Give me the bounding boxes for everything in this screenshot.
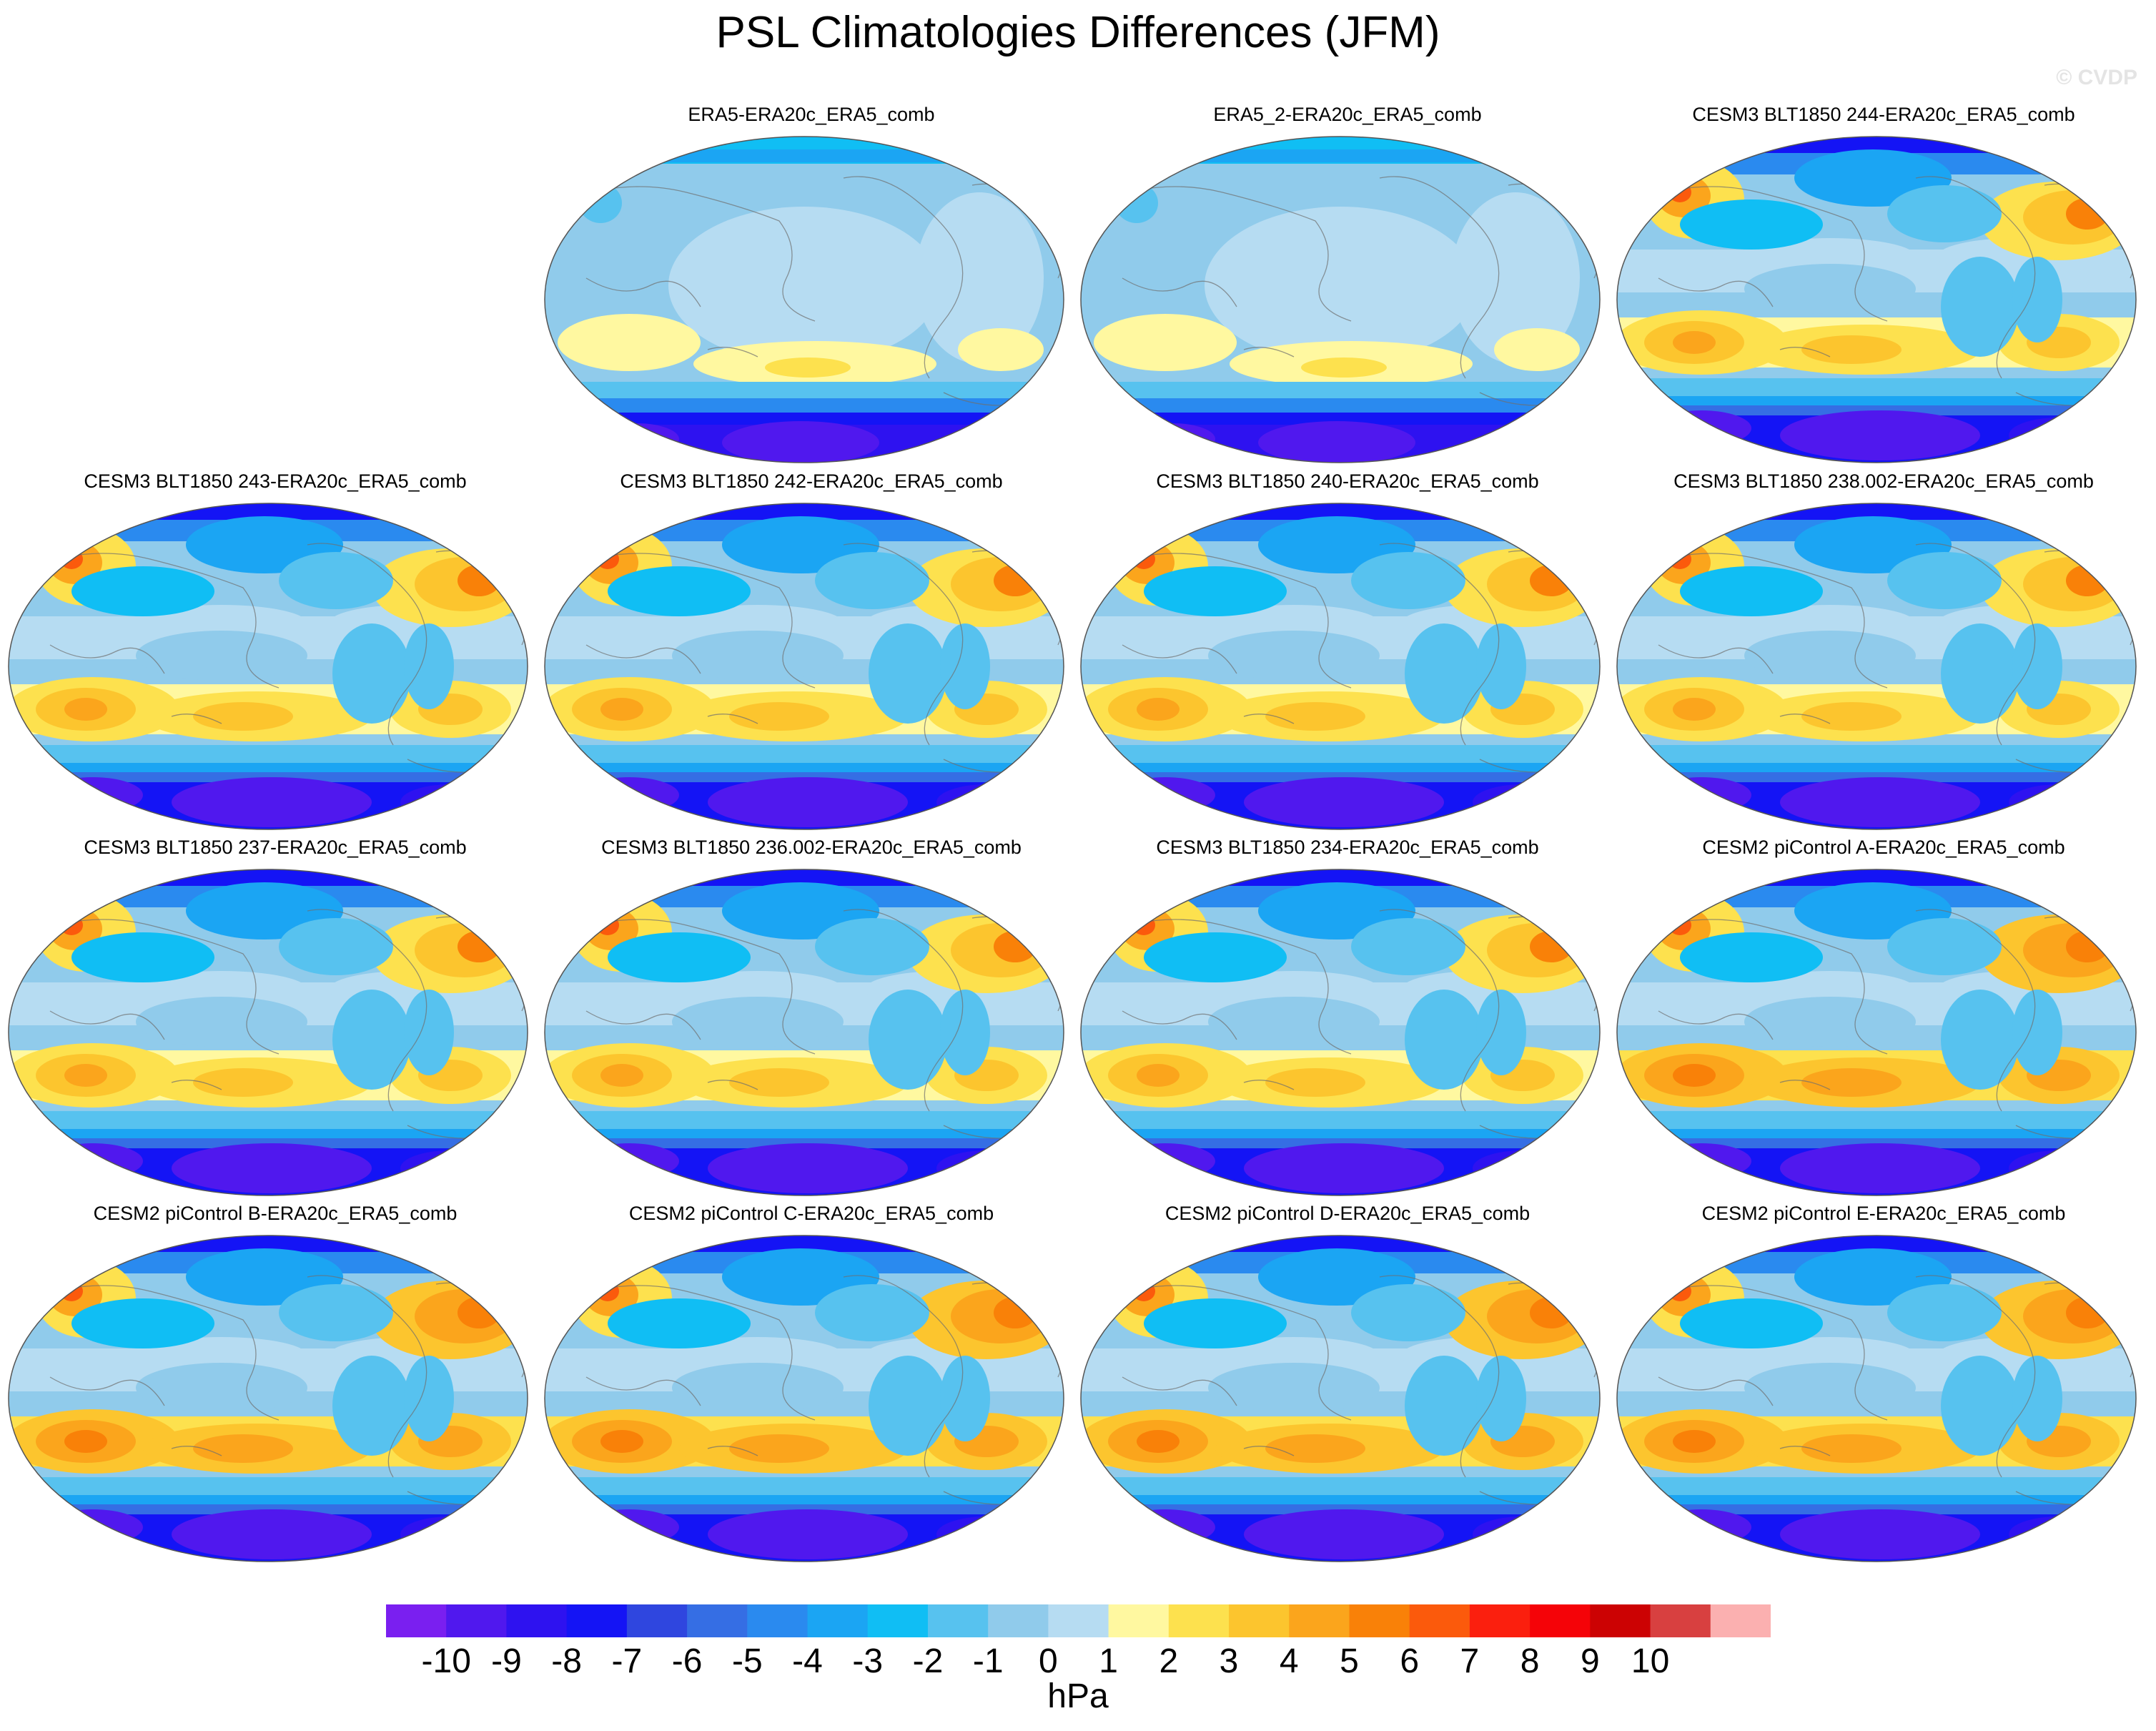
- map-panel: CESM2 piControl C-ERA20c_ERA5_comb: [543, 1203, 1079, 1562]
- colorbar-tick: 0: [1039, 1642, 1058, 1680]
- panel-title: CESM3 BLT1850 243-ERA20c_ERA5_comb: [84, 470, 467, 492]
- colorbar-swatch: [747, 1604, 808, 1637]
- colorbar-swatch: [1108, 1604, 1170, 1637]
- colorbar-tick: 8: [1520, 1642, 1540, 1680]
- panel-title: ERA5-ERA20c_ERA5_comb: [688, 104, 935, 125]
- colorbar-swatch: [1349, 1604, 1410, 1637]
- colorbar-swatch: [1168, 1604, 1230, 1637]
- colorbar-tick: 3: [1219, 1642, 1239, 1680]
- colorbar-tick: -3: [852, 1642, 884, 1680]
- psl-difference-map: [1616, 503, 2137, 830]
- colorbar-swatch: [446, 1604, 507, 1637]
- panel-title: CESM2 piControl B-ERA20c_ERA5_comb: [93, 1203, 458, 1224]
- map-panel: ERA5-ERA20c_ERA5_comb: [543, 104, 1079, 463]
- psl-difference-map: [544, 869, 1064, 1196]
- map-panel: CESM3 BLT1850 237-ERA20c_ERA5_comb: [7, 837, 543, 1196]
- map-panel: CESM3 BLT1850 240-ERA20c_ERA5_comb: [1079, 470, 1616, 830]
- panel-title: CESM3 BLT1850 238.002-ERA20c_ERA5_comb: [1673, 470, 2094, 492]
- colorbar-tick: 2: [1159, 1642, 1179, 1680]
- psl-difference-map: [544, 136, 1064, 463]
- map-panel: CESM3 BLT1850 244-ERA20c_ERA5_comb: [1616, 104, 2152, 463]
- psl-difference-map: [544, 1235, 1064, 1562]
- colorbar-swatch: [566, 1604, 628, 1637]
- colorbar-tick: 6: [1400, 1642, 1420, 1680]
- figure-title: PSL Climatologies Differences (JFM): [716, 8, 1440, 57]
- colorbar-tick: -10: [421, 1642, 471, 1680]
- colorbar-tick: 1: [1099, 1642, 1118, 1680]
- map-panel: CESM2 piControl A-ERA20c_ERA5_comb: [1616, 837, 2152, 1196]
- panel-title: CESM2 piControl C-ERA20c_ERA5_comb: [628, 1203, 994, 1224]
- map-panel: CESM3 BLT1850 238.002-ERA20c_ERA5_comb: [1616, 470, 2152, 830]
- panel-title: CESM3 BLT1850 240-ERA20c_ERA5_comb: [1156, 470, 1539, 492]
- map-panel: CESM3 BLT1850 242-ERA20c_ERA5_comb: [543, 470, 1079, 830]
- colorbar-swatch: [1650, 1604, 1711, 1637]
- colorbar-swatch: [1409, 1604, 1470, 1637]
- colorbar-swatch: [687, 1604, 748, 1637]
- psl-difference-map: [1080, 136, 1601, 463]
- colorbar-tick: 7: [1460, 1642, 1480, 1680]
- colorbar-tick: 5: [1340, 1642, 1359, 1680]
- colorbar-tick: 9: [1580, 1642, 1600, 1680]
- panel-title: CESM2 piControl E-ERA20c_ERA5_comb: [1701, 1203, 2066, 1224]
- psl-difference-map: [1080, 869, 1601, 1196]
- colorbar-tick-labels: -10 -9 -8 -7 -6 -5 -4 -3 -2 -1 0 1 2 3 4 5 6 7 8 9 10: [386, 1642, 1771, 1680]
- colorbar: [386, 1604, 1771, 1637]
- map-panel: CESM3 BLT1850 236.002-ERA20c_ERA5_comb: [543, 837, 1079, 1196]
- colorbar-swatch: [386, 1604, 447, 1637]
- psl-difference-map: [544, 503, 1064, 830]
- psl-difference-map: [1080, 503, 1601, 830]
- colorbar-swatch: [1229, 1604, 1290, 1637]
- colorbar-swatch: [626, 1604, 688, 1637]
- colorbar-swatch: [1710, 1604, 1771, 1637]
- colorbar-swatch: [988, 1604, 1049, 1637]
- colorbar-swatch: [867, 1604, 929, 1637]
- psl-difference-map: [8, 869, 528, 1196]
- colorbar-tick: -2: [912, 1642, 944, 1680]
- map-panel: CESM3 BLT1850 234-ERA20c_ERA5_comb: [1079, 837, 1616, 1196]
- colorbar-swatch: [1469, 1604, 1531, 1637]
- map-panel: CESM2 piControl E-ERA20c_ERA5_comb: [1616, 1203, 2152, 1562]
- watermark: © CVDP: [2056, 66, 2137, 89]
- colorbar-swatch: [1048, 1604, 1109, 1637]
- psl-difference-map: [1616, 869, 2137, 1196]
- colorbar-tick: -1: [972, 1642, 1004, 1680]
- map-panel: CESM3 BLT1850 243-ERA20c_ERA5_comb: [7, 470, 543, 830]
- colorbar-swatch: [927, 1604, 989, 1637]
- colorbar-swatch: [1590, 1604, 1651, 1637]
- panel-title: CESM3 BLT1850 242-ERA20c_ERA5_comb: [620, 470, 1003, 492]
- panel-title: CESM2 piControl D-ERA20c_ERA5_comb: [1164, 1203, 1531, 1224]
- colorbar-tick: 4: [1279, 1642, 1299, 1680]
- colorbar-tick: -8: [551, 1642, 582, 1680]
- colorbar-tick: -5: [731, 1642, 763, 1680]
- map-panel: CESM2 piControl B-ERA20c_ERA5_comb: [7, 1203, 543, 1562]
- panel-title: ERA5_2-ERA20c_ERA5_comb: [1213, 104, 1482, 125]
- colorbar-tick: -6: [671, 1642, 703, 1680]
- psl-difference-map: [1616, 1235, 2137, 1562]
- colorbar-tick: -9: [491, 1642, 522, 1680]
- map-panel: ERA5_2-ERA20c_ERA5_comb: [1079, 104, 1616, 463]
- colorbar-tick: 10: [1631, 1642, 1670, 1680]
- panel-title: CESM2 piControl A-ERA20c_ERA5_comb: [1702, 837, 2065, 858]
- psl-difference-map: [8, 503, 528, 830]
- psl-difference-map: [1616, 136, 2137, 463]
- panel-title: CESM3 BLT1850 234-ERA20c_ERA5_comb: [1156, 837, 1539, 858]
- map-panel: CESM2 piControl D-ERA20c_ERA5_comb: [1079, 1203, 1616, 1562]
- colorbar-swatch: [1289, 1604, 1350, 1637]
- colorbar-swatch: [807, 1604, 869, 1637]
- colorbar-tick: -4: [792, 1642, 823, 1680]
- panel-title: CESM3 BLT1850 237-ERA20c_ERA5_comb: [84, 837, 467, 858]
- panel-title: CESM3 BLT1850 236.002-ERA20c_ERA5_comb: [601, 837, 1022, 858]
- colorbar-units: hPa: [1047, 1677, 1109, 1715]
- colorbar-swatch: [506, 1604, 568, 1637]
- psl-difference-map: [8, 1235, 528, 1562]
- panel-title: CESM3 BLT1850 244-ERA20c_ERA5_comb: [1692, 104, 2075, 125]
- colorbar-swatch: [1530, 1604, 1591, 1637]
- colorbar-tick: -7: [611, 1642, 643, 1680]
- psl-difference-map: [1080, 1235, 1601, 1562]
